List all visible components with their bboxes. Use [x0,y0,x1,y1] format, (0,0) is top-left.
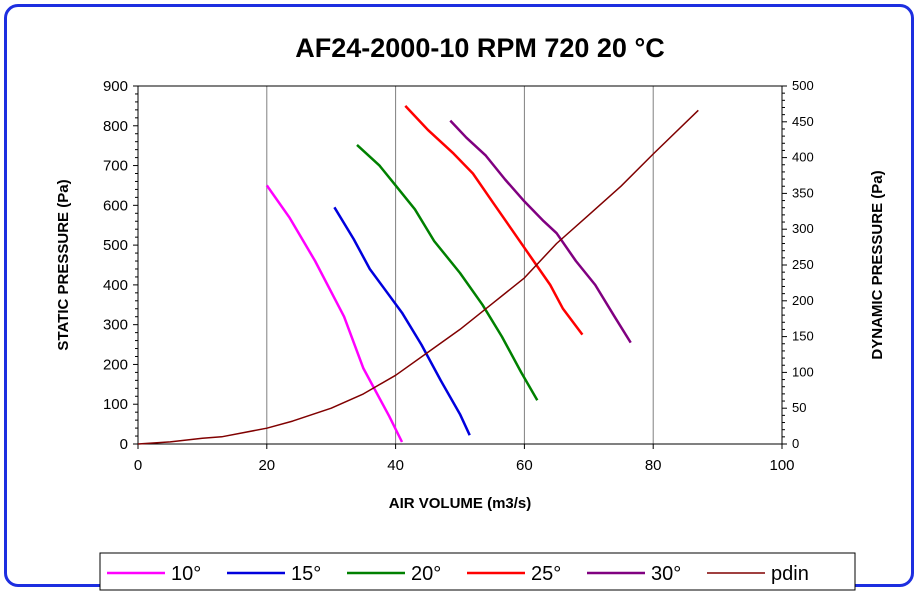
legend-label-3: 25° [531,563,561,585]
x-tick-label: 40 [387,457,404,474]
grid [266,86,654,444]
legend-entries: 10° 15° 20° 25° 30° pdin [107,563,809,585]
series-line-3 [404,105,584,336]
chart-frame [4,4,914,587]
y-tick-label: 300 [103,317,128,334]
y2-tick-label: 150 [792,329,814,344]
y2-tick-label: 250 [792,257,814,272]
y2-tick-label: 450 [792,114,814,129]
x-axis-title: AIR VOLUME (m3/s) [389,495,532,512]
y2-tick-label: 500 [792,78,814,93]
y2-tick-label: 350 [792,185,814,200]
y2-tick-label: 100 [792,364,814,379]
y-tick-label: 500 [103,237,128,254]
series-lines [137,105,699,445]
legend-label-5: pdin [771,563,809,585]
legend-label-4: 30° [651,563,681,585]
chart-title: AF24-2000-10 RPM 720 20 °C [295,33,664,63]
x-tick-label: 60 [516,457,533,474]
series-line-4 [449,119,632,344]
y-tick-label: 200 [103,356,128,373]
series-line-1 [333,206,471,436]
x-tick-label: 80 [645,457,662,474]
series-line-5 [137,109,699,445]
x-tick-label: 20 [258,457,275,474]
y2-tick-label: 0 [792,436,799,451]
legend-label-0: 10° [171,563,201,585]
series-line-2 [356,143,539,401]
legend [99,552,856,591]
y-tick-label: 800 [103,118,128,135]
x-tick-label: 100 [769,457,794,474]
y2-tick-label: 400 [792,150,814,165]
plot-area [137,85,783,445]
y-axis-title: STATIC PRESSURE (Pa) [55,179,72,350]
y-tick-label: 100 [103,396,128,413]
y2-tick-label: 50 [792,400,806,415]
y-tick-label: 400 [103,277,128,294]
y-tick-label: 0 [120,436,128,453]
y2-tick-label: 200 [792,293,814,308]
legend-label-2: 20° [411,563,441,585]
y-tick-label: 600 [103,197,128,214]
y2-axis-title: DYNAMIC PRESSURE (Pa) [869,170,886,359]
x-tick-label: 0 [134,457,142,474]
y-tick-label: 700 [103,158,128,175]
series-line-0 [265,184,404,443]
y2-tick-label: 300 [792,221,814,236]
axes: 0 20 40 60 80 1000100200300400500600700800900… [103,78,814,474]
y-tick-label: 900 [103,78,128,95]
legend-label-1: 15° [291,563,321,585]
